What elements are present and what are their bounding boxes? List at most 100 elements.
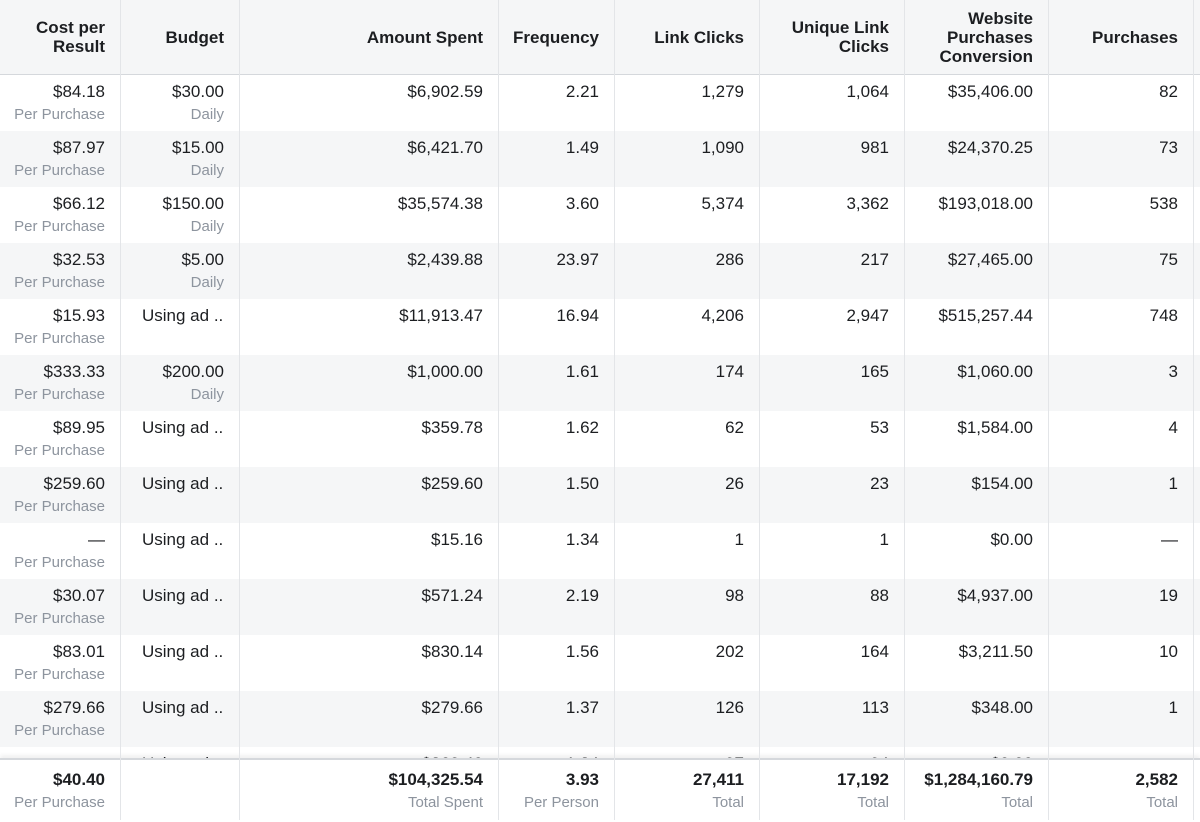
cell-spent: $11,913.47	[239, 299, 498, 355]
cell-purch: 1	[1048, 467, 1193, 523]
column-divider	[120, 0, 121, 820]
cell-clicks: 97	[614, 747, 759, 760]
cell-clicks-value: 4,206	[701, 306, 744, 325]
cell-spent: $35,574.38	[239, 187, 498, 243]
cell-cost-subtext: Per Purchase	[14, 666, 105, 683]
cell-spent-value: $830.14	[421, 642, 483, 661]
cell-uclicks: 1,064	[759, 75, 904, 131]
table-row[interactable]: $66.12 Per Purchase $150.00 Daily $35,574.38…	[0, 187, 1200, 243]
total-purch-label: Total	[1146, 794, 1178, 811]
table-row[interactable]: $333.33 Per Purchase $200.00 Daily $1,000.00…	[0, 355, 1200, 411]
column-divider	[759, 0, 760, 820]
total-spent: $104,325.54 Total Spent	[239, 760, 498, 822]
table-row[interactable]: $32.53 Per Purchase $5.00 Daily $2,439.88 23.…	[0, 243, 1200, 299]
table-row[interactable]: Using ad ... $362.40 1.34 97 94 $0.00	[0, 747, 1200, 760]
total-cost: $40.40 Per Purchase	[0, 760, 120, 822]
cell-spent: $6,421.70	[239, 131, 498, 187]
cell-freq-value: 1.37	[565, 698, 599, 717]
column-header-spent[interactable]: Amount Spent	[366, 27, 483, 47]
cell-spent: $830.14	[239, 635, 498, 691]
cell-budget: $5.00 Daily	[120, 243, 239, 299]
cell-purch-value: 73	[1159, 138, 1178, 157]
cell-spent-value: $35,574.38	[397, 194, 483, 213]
table-row[interactable]: $259.60 Per Purchase Using ad ... $259.60 1.…	[0, 467, 1200, 523]
cell-purch: 538	[1048, 187, 1193, 243]
cell-spent-value: $571.24	[421, 586, 483, 605]
total-clicks-value: 27,411	[692, 770, 744, 789]
column-divider	[1193, 0, 1194, 820]
cell-budget-subtext: Daily	[190, 106, 224, 123]
cell-clicks-value: 1	[734, 530, 744, 549]
cell-cost-value: $66.12	[53, 194, 105, 213]
cell-clicks-value: 202	[715, 642, 744, 661]
column-header-purch[interactable]: Purchases	[1092, 27, 1178, 47]
cell-budget: Using ad ...	[120, 747, 239, 760]
cell-conv: $0.00	[904, 747, 1048, 760]
cell-uclicks-value: 165	[860, 362, 889, 381]
cell-purch: 73	[1048, 131, 1193, 187]
cell-spent: $359.78	[239, 411, 498, 467]
cell-spent-value: $11,913.47	[399, 306, 483, 325]
cell-cost-subtext: Per Purchase	[14, 386, 105, 403]
cell-uclicks-value: 164	[860, 642, 889, 661]
table-row[interactable]: $84.18 Per Purchase $30.00 Daily $6,902.59 2.…	[0, 75, 1200, 131]
cell-budget-value: Using ad ...	[142, 586, 224, 605]
column-header-uclicks[interactable]: Unique Link Clicks	[791, 18, 889, 56]
cell-cost-value: $32.53	[53, 250, 105, 269]
cell-cost-subtext: Per Purchase	[14, 218, 105, 235]
cell-purch-value: 1	[1168, 474, 1178, 493]
table-row[interactable]: $279.66 Per Purchase Using ad ... $279.66 1.…	[0, 691, 1200, 747]
cell-clicks: 126	[614, 691, 759, 747]
table-row[interactable]: — Per Purchase Using ad ... $15.16 1.34 1 1 $0.…	[0, 523, 1200, 579]
cell-clicks-value: 126	[715, 698, 744, 717]
cell-clicks-value: 62	[725, 418, 744, 437]
table-row[interactable]: $87.97 Per Purchase $15.00 Daily $6,421.70 1.…	[0, 131, 1200, 187]
cell-conv: $4,937.00	[904, 579, 1048, 635]
cell-spent: $279.66	[239, 691, 498, 747]
cell-cost: — Per Purchase	[0, 523, 120, 579]
cell-budget-subtext: Daily	[190, 218, 224, 235]
column-header-clicks[interactable]: Link Clicks	[654, 27, 744, 47]
cell-budget: Using ad ...	[120, 523, 239, 579]
cell-purch: 4	[1048, 411, 1193, 467]
cell-freq-value: 1.34	[498, 754, 599, 760]
cell-budget-subtext: Daily	[190, 162, 224, 179]
cell-freq-value: 1.61	[565, 362, 599, 381]
table-row[interactable]: $89.95 Per Purchase Using ad ... $359.78 1.6…	[0, 411, 1200, 467]
cell-clicks: 1,090	[614, 131, 759, 187]
column-header-budget[interactable]: Budget	[165, 27, 224, 47]
cell-clicks: 174	[614, 355, 759, 411]
column-header-conv[interactable]: Website Purchases Conversion	[939, 8, 1033, 66]
table-row[interactable]: $83.01 Per Purchase Using ad ... $830.14 1.5…	[0, 635, 1200, 691]
cell-conv-value: $154.00	[971, 474, 1033, 493]
cell-uclicks-value: 1	[879, 530, 889, 549]
table-row[interactable]: $15.93 Per Purchase Using ad ... $11,913.47…	[0, 299, 1200, 355]
total-spent-label: Total Spent	[407, 794, 483, 811]
cell-budget: $200.00 Daily	[120, 355, 239, 411]
cell-spent: $6,902.59	[239, 75, 498, 131]
cell-purch-value: 748	[1149, 306, 1178, 325]
cell-cost: $89.95 Per Purchase	[0, 411, 120, 467]
total-uclicks-value: 17,192	[837, 770, 889, 789]
cell-freq-value: 1.49	[565, 138, 599, 157]
cell-budget-value: Using ad ...	[142, 530, 224, 549]
total-conv: $1,284,160.79 Total	[904, 760, 1048, 822]
cell-budget: $150.00 Daily	[120, 187, 239, 243]
cell-uclicks: 88	[759, 579, 904, 635]
table-row[interactable]: $30.07 Per Purchase Using ad ... $571.24 2.1…	[0, 579, 1200, 635]
cell-freq-value: 1.50	[565, 474, 599, 493]
cell-freq: 1.50	[498, 467, 614, 523]
cell-budget-value: $5.00	[181, 250, 224, 269]
cell-freq-value: 1.34	[565, 530, 599, 549]
column-header-cost[interactable]: Cost per Result	[36, 18, 105, 56]
cell-budget: Using ad ...	[120, 691, 239, 747]
cell-purch: 19	[1048, 579, 1193, 635]
cell-spent-value: $362.40	[239, 754, 483, 760]
column-header-freq[interactable]: Frequency	[513, 27, 599, 47]
cell-uclicks: 2,947	[759, 299, 904, 355]
cell-spent-value: $359.78	[421, 418, 483, 437]
cell-clicks: 62	[614, 411, 759, 467]
cell-uclicks-value: 53	[870, 418, 889, 437]
cell-budget: Using ad ...	[120, 411, 239, 467]
cell-freq-value: 2.21	[565, 82, 599, 101]
